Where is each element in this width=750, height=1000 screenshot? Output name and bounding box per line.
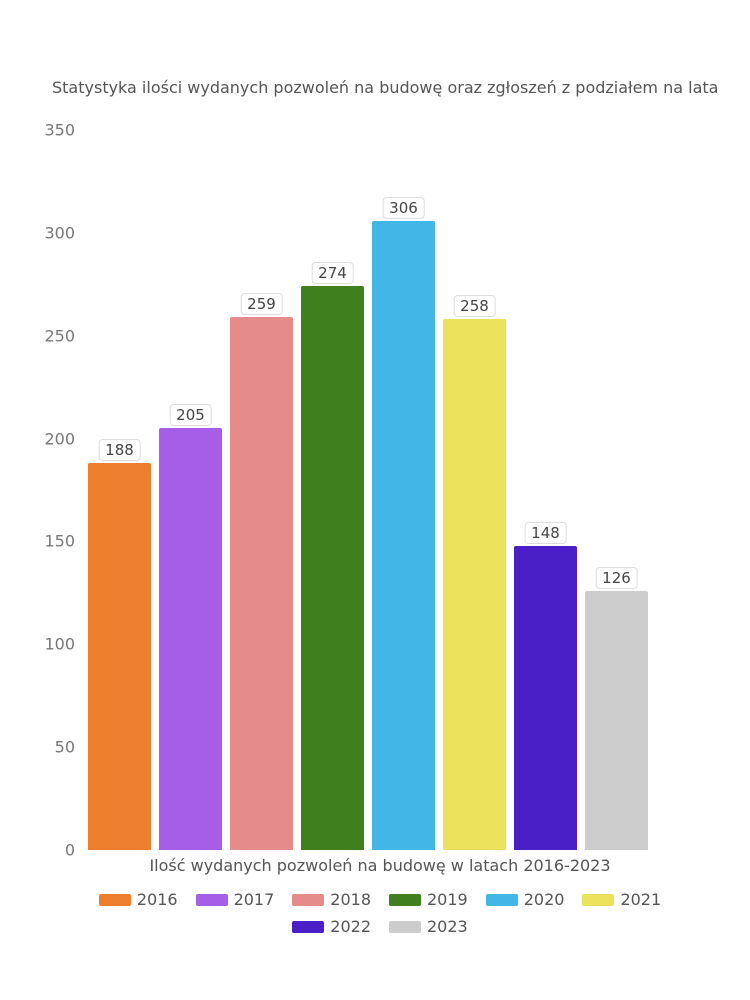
bar-value-label: 188: [98, 439, 141, 461]
y-tick-label: 250: [35, 326, 75, 345]
legend-label: 2020: [524, 890, 565, 909]
legend-label: 2016: [137, 890, 178, 909]
bar-2017: 205: [159, 428, 222, 850]
legend-swatch: [292, 894, 324, 906]
y-tick-label: 200: [35, 429, 75, 448]
bar-2020: 306: [372, 221, 435, 850]
chart-title: Statystyka ilości wydanych pozwoleń na b…: [52, 78, 718, 97]
bar-2021: 258: [443, 319, 506, 850]
legend-item-2017: 2017: [196, 890, 275, 909]
legend-swatch: [99, 894, 131, 906]
y-tick-label: 300: [35, 223, 75, 242]
legend-label: 2021: [620, 890, 661, 909]
legend-swatch: [389, 921, 421, 933]
legend-label: 2018: [330, 890, 371, 909]
y-tick-label: 50: [35, 738, 75, 757]
bar-value-label: 205: [169, 404, 212, 426]
bar-value-label: 274: [311, 262, 354, 284]
bar-value-label: 306: [382, 197, 425, 219]
legend-swatch: [486, 894, 518, 906]
plot-area: 050100150200250300350 188205259274306258…: [80, 130, 680, 850]
x-axis-label: Ilość wydanych pozwoleń na budowę w lata…: [80, 856, 680, 875]
legend-label: 2017: [234, 890, 275, 909]
legend-swatch: [582, 894, 614, 906]
bar-2018: 259: [230, 317, 293, 850]
bar-2019: 274: [301, 286, 364, 850]
bar-value-label: 259: [240, 293, 283, 315]
bar-2016: 188: [88, 463, 151, 850]
y-tick-label: 350: [35, 121, 75, 140]
bar-value-label: 258: [453, 295, 496, 317]
legend-swatch: [196, 894, 228, 906]
bar-2022: 148: [514, 546, 577, 850]
legend-item-2018: 2018: [292, 890, 371, 909]
bars-container: 188205259274306258148126: [88, 130, 648, 850]
y-tick-label: 0: [35, 841, 75, 860]
legend-label: 2023: [427, 917, 468, 936]
y-tick-label: 150: [35, 532, 75, 551]
legend-item-2016: 2016: [99, 890, 178, 909]
legend-item-2022: 2022: [292, 917, 371, 936]
legend-item-2023: 2023: [389, 917, 468, 936]
legend-item-2020: 2020: [486, 890, 565, 909]
legend-item-2021: 2021: [582, 890, 661, 909]
legend-label: 2022: [330, 917, 371, 936]
legend-label: 2019: [427, 890, 468, 909]
bar-value-label: 126: [595, 567, 638, 589]
y-tick-label: 100: [35, 635, 75, 654]
y-axis: 050100150200250300350: [45, 130, 75, 850]
bar-value-label: 148: [524, 522, 567, 544]
legend-swatch: [389, 894, 421, 906]
bar-2023: 126: [585, 591, 648, 850]
legend: 2016 2017 2018 2019 2020 2021 2022 2023: [80, 890, 680, 936]
legend-swatch: [292, 921, 324, 933]
legend-item-2019: 2019: [389, 890, 468, 909]
